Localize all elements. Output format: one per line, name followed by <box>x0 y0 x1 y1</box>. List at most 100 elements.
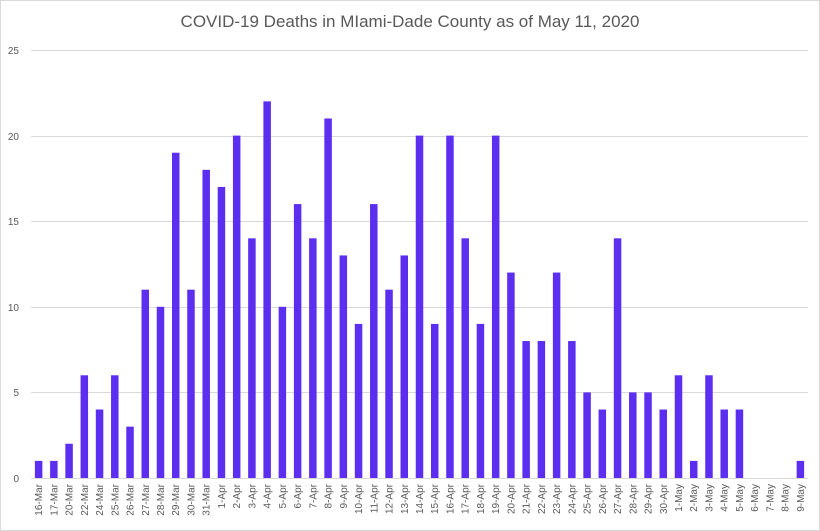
x-tick-label: 16-Mar <box>34 483 45 515</box>
bar <box>217 186 226 478</box>
x-tick-label: 7-May <box>765 484 776 512</box>
x-tick-label: 30-Mar <box>186 483 197 515</box>
bar <box>95 409 104 478</box>
x-tick-label: 15-Apr <box>430 483 441 514</box>
x-tick-label: 8-Apr <box>324 483 335 508</box>
x-tick-label: 29-Apr <box>644 483 655 514</box>
bar <box>522 341 530 478</box>
x-tick-label: 3-May <box>704 484 715 512</box>
x-tick-label: 13-Apr <box>400 483 411 514</box>
x-tick-label: 8-May <box>781 484 792 512</box>
x-tick-label: 4-Apr <box>263 483 274 508</box>
x-tick-label: 22-Mar <box>80 483 91 515</box>
x-tick-label: 10-Apr <box>354 483 365 514</box>
y-tick-label: 25 <box>8 46 20 57</box>
bar <box>415 135 424 478</box>
bar <box>248 238 256 478</box>
bar <box>370 204 378 478</box>
x-tick-label: 19-Apr <box>491 483 502 514</box>
bar <box>461 238 469 478</box>
x-tick-label: 5-Apr <box>278 483 289 508</box>
x-tick-label: 25-Mar <box>110 483 121 515</box>
bar <box>187 289 195 478</box>
bar <box>583 392 591 478</box>
x-tick-label: 27-Apr <box>613 483 624 514</box>
x-tick-label: 29-Mar <box>171 483 182 515</box>
x-tick-label: 31-Mar <box>202 483 213 515</box>
bar <box>476 323 485 478</box>
bar <box>507 272 515 478</box>
bar <box>278 306 287 478</box>
x-tick-label: 17-Mar <box>49 483 60 515</box>
bar <box>80 375 89 478</box>
x-tick-label: 9-May <box>796 484 807 512</box>
x-tick-label: 21-Apr <box>522 483 533 514</box>
x-tick-label: 11-Apr <box>369 483 380 513</box>
bar <box>705 375 713 478</box>
bar <box>644 392 652 478</box>
x-tick-label: 16-Apr <box>445 483 456 514</box>
x-tick-label: 4-May <box>720 484 731 512</box>
y-tick-label: 5 <box>13 388 19 399</box>
bar <box>34 460 43 478</box>
x-tick-label: 2-Apr <box>232 483 243 508</box>
x-tick-label: 1-Apr <box>217 483 228 508</box>
bar <box>324 118 332 478</box>
bar <box>385 289 393 478</box>
bar <box>430 323 439 478</box>
x-tick-label: 25-Apr <box>583 483 594 514</box>
x-tick-label: 28-Mar <box>156 483 167 515</box>
y-tick-label: 20 <box>8 132 20 143</box>
x-tick-label: 7-Apr <box>308 483 319 508</box>
x-tick-label: 20-Apr <box>506 483 517 514</box>
x-tick-label: 24-Mar <box>95 483 106 515</box>
x-tick-label: 6-May <box>750 484 761 512</box>
bar <box>126 426 134 478</box>
x-tick-label: 20-Mar <box>65 483 76 515</box>
bar <box>354 323 363 478</box>
bar <box>446 135 454 478</box>
bar <box>613 238 622 478</box>
bar <box>65 443 73 478</box>
x-tick-label: 1-May <box>674 484 685 512</box>
chart-title: COVID-19 Deaths in MIami-Dade County as … <box>180 12 640 31</box>
bar <box>202 169 210 478</box>
bar <box>537 341 546 478</box>
bar <box>674 375 683 478</box>
x-tick-label: 3-Apr <box>247 483 258 508</box>
y-tick-label: 15 <box>8 217 20 228</box>
bar <box>141 289 150 478</box>
bar <box>263 101 271 479</box>
x-tick-label: 5-May <box>735 484 746 512</box>
bar <box>400 255 409 478</box>
x-tick-label: 9-Apr <box>339 483 350 508</box>
x-tick-label: 28-Apr <box>628 483 639 514</box>
bar <box>339 255 348 478</box>
x-tick-label: 30-Apr <box>659 483 670 514</box>
x-tick-label: 24-Apr <box>567 483 578 514</box>
bar <box>232 135 241 478</box>
x-tick-label: 26-Apr <box>598 483 609 514</box>
x-tick-label: 18-Apr <box>476 483 487 514</box>
bar <box>629 392 637 478</box>
bar <box>568 341 576 478</box>
bar <box>796 460 805 478</box>
x-tick-label: 17-Apr <box>461 483 472 514</box>
x-tick-label: 2-May <box>689 484 700 512</box>
x-tick-label: 12-Apr <box>385 483 396 514</box>
bar <box>720 409 728 478</box>
bar <box>598 409 607 478</box>
x-tick-label: 14-Apr <box>415 483 426 514</box>
x-tick-label: 26-Mar <box>126 483 137 515</box>
x-tick-label: 23-Apr <box>552 483 563 514</box>
bar <box>552 272 561 478</box>
x-tick-label: 27-Mar <box>141 483 152 515</box>
bar <box>309 238 317 478</box>
bar <box>156 306 165 478</box>
bar <box>171 152 180 478</box>
bar <box>293 204 302 478</box>
x-tick-label: 22-Apr <box>537 483 548 514</box>
bar <box>111 375 119 478</box>
